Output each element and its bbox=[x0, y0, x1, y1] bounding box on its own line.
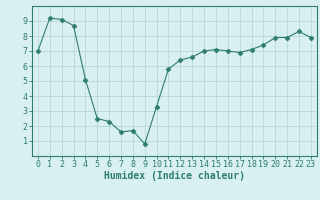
X-axis label: Humidex (Indice chaleur): Humidex (Indice chaleur) bbox=[104, 171, 245, 181]
